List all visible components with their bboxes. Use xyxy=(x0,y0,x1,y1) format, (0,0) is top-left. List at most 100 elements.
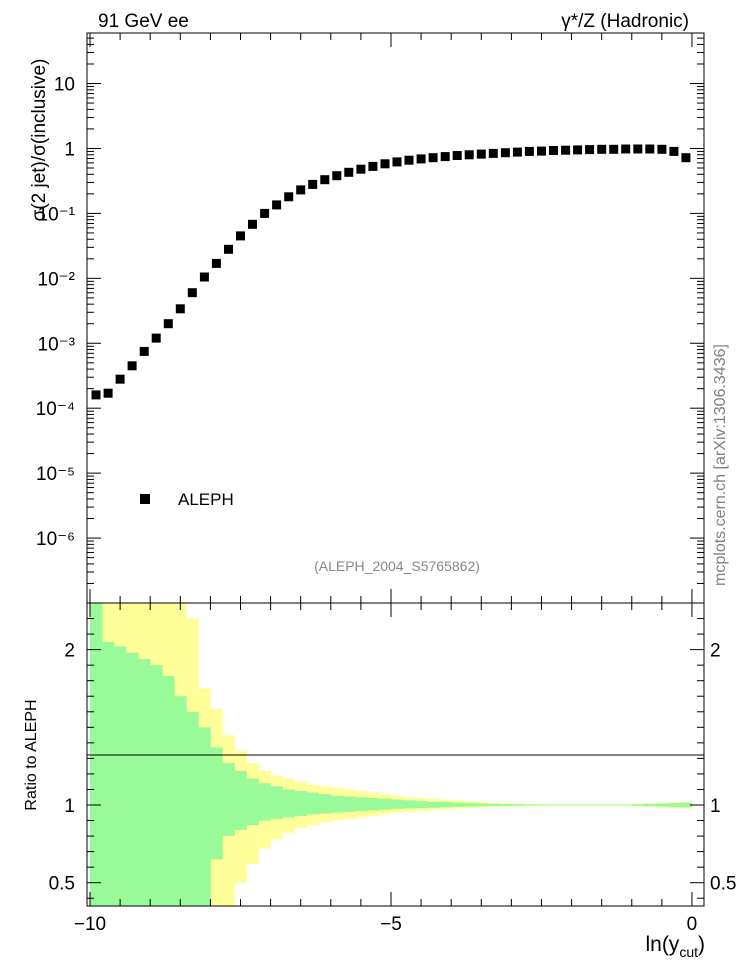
ratio-y-tick-label-right: 2 xyxy=(710,641,721,662)
inner-band-bin xyxy=(390,799,404,809)
data-point xyxy=(103,388,113,398)
main-markers xyxy=(91,144,691,400)
data-point xyxy=(621,144,631,154)
inner-band-bin xyxy=(102,641,115,906)
inner-band-bin xyxy=(679,802,693,808)
inner-band-bin xyxy=(631,804,645,806)
data-point xyxy=(127,361,137,371)
y-tick-label: 10 xyxy=(54,75,75,96)
data-point xyxy=(139,346,149,356)
inner-band-bin xyxy=(162,676,175,906)
inner-band-bin xyxy=(354,797,368,812)
data-point xyxy=(392,157,402,167)
data-point xyxy=(416,154,426,164)
data-point xyxy=(187,288,197,298)
data-point xyxy=(488,148,498,158)
x-tick-label: −5 xyxy=(380,914,402,935)
legend-label: ALEPH xyxy=(178,490,234,509)
data-point xyxy=(296,185,306,195)
inner-band-bin xyxy=(378,798,392,810)
data-point xyxy=(163,319,173,329)
header-right: γ*/Z (Hadronic) xyxy=(561,11,689,32)
data-point xyxy=(248,219,257,229)
ratio-x-ticks: −10 −5 0 xyxy=(74,603,697,935)
inner-band-bin xyxy=(439,801,452,808)
data-point xyxy=(344,167,354,177)
inner-band-bin xyxy=(583,804,596,806)
inner-band-bin xyxy=(222,763,235,837)
data-point xyxy=(681,153,691,163)
main-panel-frame xyxy=(86,32,705,604)
inner-band-bin xyxy=(258,783,271,821)
x-tick-label: 0 xyxy=(687,914,698,935)
data-point xyxy=(404,155,414,165)
data-point xyxy=(308,179,318,189)
inner-band-bin xyxy=(186,711,199,906)
data-point xyxy=(633,144,643,154)
ratio-y-tick-label: 1 xyxy=(64,796,75,817)
inner-band-bin xyxy=(270,786,283,819)
main-y-axis-label: σ(2 jet)/σ(inclusive) xyxy=(29,59,50,222)
data-point xyxy=(669,146,679,156)
data-point xyxy=(512,147,522,157)
ratio-y-axis-label: Ratio to ALEPH xyxy=(23,699,40,810)
ratio-y-ticks: 0.5 0.5 1 1 2 2 xyxy=(49,602,736,899)
y-tick-label: 10⁻⁵ xyxy=(36,464,75,485)
ratio-y-tick-label-right: 1 xyxy=(710,796,721,817)
y-tick-label: 10⁻⁶ xyxy=(36,529,75,550)
data-point xyxy=(211,258,221,268)
analysis-tag: (ALEPH_2004_S5765862) xyxy=(314,558,480,574)
data-point xyxy=(537,146,546,156)
data-point xyxy=(476,149,486,159)
y-tick-label: 10⁻¹ xyxy=(38,204,76,225)
inner-band-bin xyxy=(427,801,440,808)
inner-band-bin xyxy=(655,803,669,807)
inner-band-bin xyxy=(246,778,259,826)
inner-band-bin xyxy=(559,804,572,806)
inner-band-bin xyxy=(571,804,584,806)
inner-band-bin xyxy=(403,800,416,809)
data-point xyxy=(151,333,161,343)
inner-band-bin xyxy=(535,804,548,806)
data-point xyxy=(368,161,378,171)
inner-band-bin xyxy=(463,803,476,807)
data-point xyxy=(380,159,390,169)
y-tick-label: 10⁻³ xyxy=(38,334,76,355)
inner-band-bin xyxy=(138,658,151,906)
data-point xyxy=(224,244,233,254)
inner-band-bin xyxy=(451,802,464,807)
ratio-y-tick-label-right: 0.5 xyxy=(710,874,736,895)
inner-band-bin xyxy=(330,795,344,813)
data-point xyxy=(561,145,571,155)
inner-band-bin xyxy=(150,665,163,906)
inner-band-bin xyxy=(114,646,127,906)
data-point xyxy=(609,144,619,154)
data-point xyxy=(332,171,342,181)
inner-band-bin xyxy=(511,804,524,806)
data-point xyxy=(585,145,595,155)
data-point xyxy=(597,144,607,154)
inner-band-bin xyxy=(282,789,295,818)
inner-band-bin xyxy=(523,804,536,806)
data-point xyxy=(549,146,558,155)
inner-band-bin xyxy=(607,804,621,806)
data-point xyxy=(500,148,510,158)
inner-band-bin xyxy=(342,796,356,812)
y-tick-label: 10⁻⁴ xyxy=(36,399,75,420)
data-point xyxy=(645,144,655,154)
inner-band-bin xyxy=(643,803,657,807)
inner-band-bin xyxy=(210,747,223,860)
inner-band-bin xyxy=(234,770,247,830)
ratio-y-tick-label: 0.5 xyxy=(49,874,75,895)
ratio-panel: 0.5 0.5 1 1 2 2 −10 −5 0 Ratio to ALEPH ln(ycut… xyxy=(23,602,736,960)
x-tick-label: −10 xyxy=(74,914,106,935)
inner-band-bin xyxy=(306,792,320,815)
main-x-ticks xyxy=(89,33,693,603)
main-y-ticks: 10⁻⁶ 10⁻⁵ 10⁻⁴ 10⁻³ 10⁻² 10⁻¹ 1 10 xyxy=(36,32,704,604)
data-point xyxy=(320,175,330,185)
data-point xyxy=(464,150,474,160)
inner-band-bin xyxy=(667,803,681,807)
inner-band-bin xyxy=(595,804,608,806)
data-point xyxy=(452,151,462,160)
